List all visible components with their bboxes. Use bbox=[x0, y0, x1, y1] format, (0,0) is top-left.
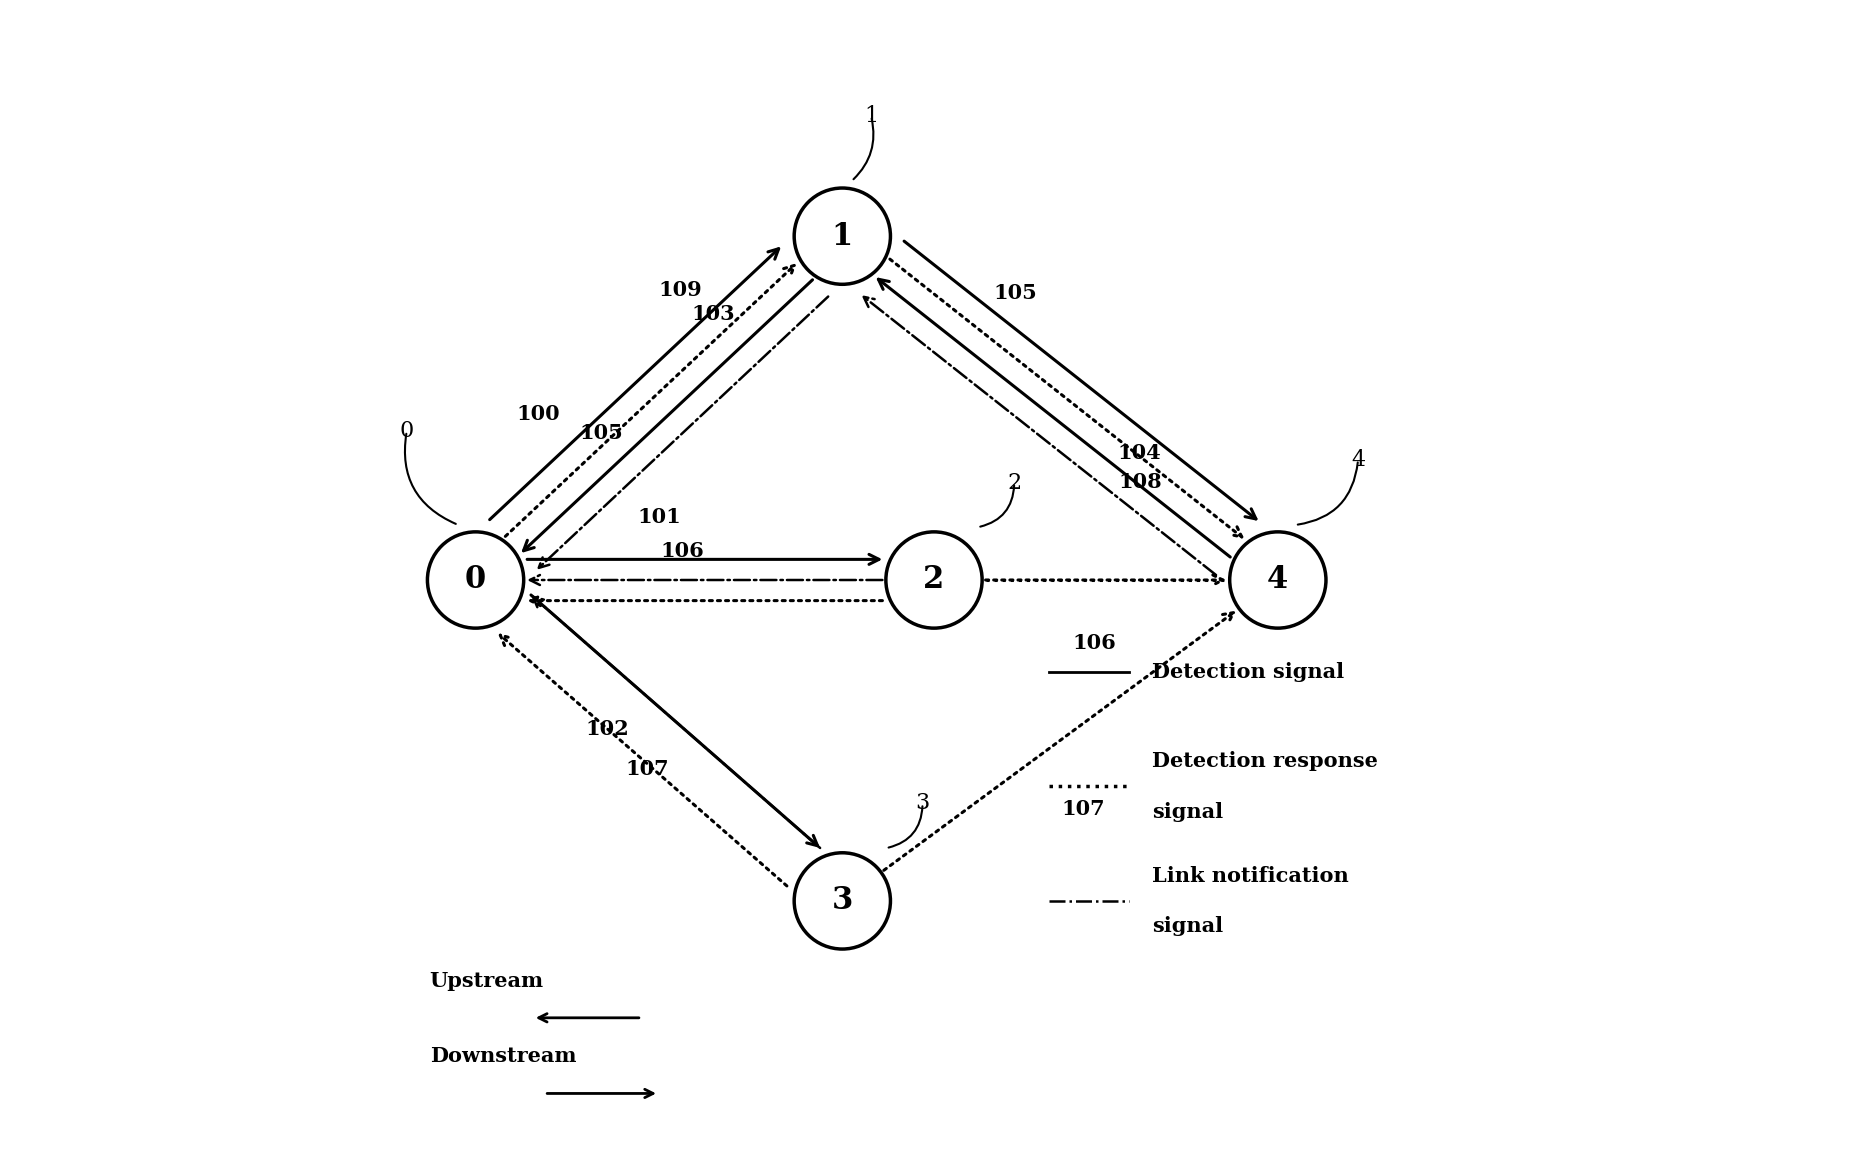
Text: 1: 1 bbox=[863, 104, 878, 126]
Text: 101: 101 bbox=[637, 507, 680, 527]
Text: 108: 108 bbox=[1117, 472, 1162, 492]
Circle shape bbox=[794, 188, 891, 284]
Circle shape bbox=[1229, 532, 1326, 628]
Text: 0: 0 bbox=[465, 565, 486, 595]
Text: signal: signal bbox=[1153, 916, 1224, 936]
Text: 105: 105 bbox=[579, 423, 624, 443]
Text: 104: 104 bbox=[1117, 443, 1162, 463]
Text: Upstream: Upstream bbox=[430, 971, 544, 991]
Text: 3: 3 bbox=[915, 792, 930, 814]
Text: 2: 2 bbox=[1007, 472, 1022, 494]
Text: 1: 1 bbox=[831, 220, 854, 252]
Text: 109: 109 bbox=[658, 281, 702, 300]
Text: Link notification: Link notification bbox=[1153, 865, 1349, 886]
Circle shape bbox=[885, 532, 983, 628]
Text: 4: 4 bbox=[1351, 449, 1366, 471]
Text: Detection signal: Detection signal bbox=[1153, 661, 1343, 682]
Text: 103: 103 bbox=[691, 304, 734, 324]
Text: 100: 100 bbox=[516, 404, 560, 423]
Text: 3: 3 bbox=[831, 885, 854, 916]
Text: 107: 107 bbox=[626, 759, 669, 780]
Text: Detection response: Detection response bbox=[1153, 751, 1377, 771]
Text: 4: 4 bbox=[1267, 565, 1289, 595]
Circle shape bbox=[428, 532, 523, 628]
Text: 105: 105 bbox=[994, 283, 1037, 303]
Text: 2: 2 bbox=[923, 565, 945, 595]
Text: 106: 106 bbox=[659, 542, 704, 561]
Text: Downstream: Downstream bbox=[430, 1045, 575, 1066]
Text: 107: 107 bbox=[1061, 799, 1104, 819]
Text: signal: signal bbox=[1153, 802, 1224, 821]
Text: 102: 102 bbox=[585, 719, 630, 739]
Text: 106: 106 bbox=[1072, 633, 1117, 653]
Circle shape bbox=[794, 853, 891, 949]
Text: 0: 0 bbox=[400, 420, 415, 442]
